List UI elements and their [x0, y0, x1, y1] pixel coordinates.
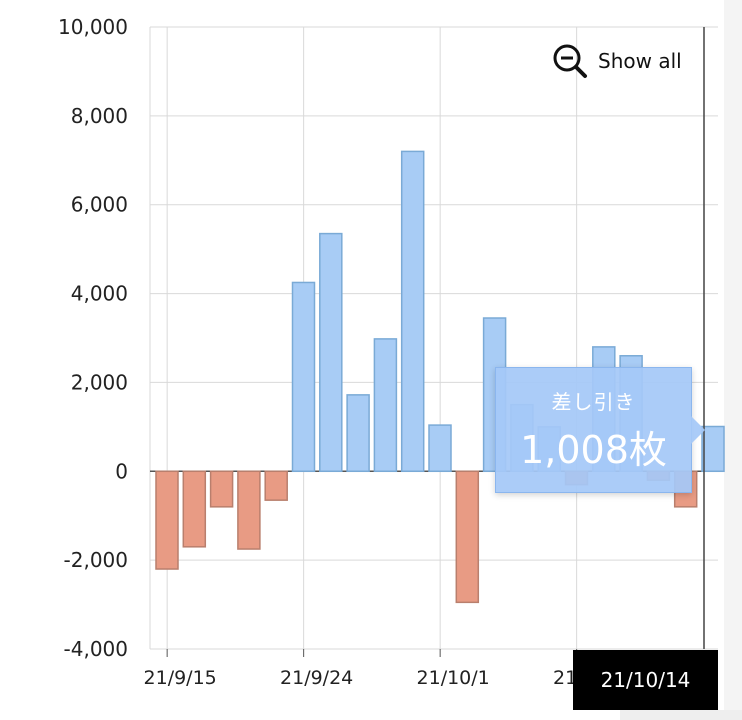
- right-edge-panel: [724, 0, 742, 720]
- chart-bar: [182, 470, 207, 548]
- x-tick-label: 21/10/1: [417, 667, 490, 689]
- show-all-label: Show all: [598, 49, 682, 73]
- chart-grid: [149, 26, 718, 657]
- y-axis-ticks: 10,000 8,000 6,000 4,000 2,000 0 -2,000 -4,000: [58, 15, 128, 661]
- tooltip-arrow: [691, 416, 705, 444]
- tooltip-value: 1,008枚: [520, 428, 667, 472]
- chart-bar: [291, 281, 316, 473]
- scroll-strip: [620, 710, 742, 720]
- chart-bar: [209, 470, 234, 508]
- y-tick-label: -4,000: [64, 637, 128, 661]
- y-tick-label: -2,000: [64, 548, 128, 572]
- zoom-out-icon: [553, 44, 587, 78]
- chart-bar: [237, 470, 261, 550]
- chart-bar: [373, 338, 398, 473]
- y-tick-label: 0: [115, 459, 128, 483]
- x-tick-label: 21/9/24: [280, 667, 353, 689]
- chart-bar: [346, 394, 370, 473]
- y-tick-label: 6,000: [71, 193, 128, 217]
- chart-bar: [428, 424, 452, 473]
- y-tick-label: 10,000: [58, 15, 128, 39]
- y-tick-label: 8,000: [71, 104, 128, 128]
- tooltip-label: 差し引き: [551, 390, 636, 414]
- y-tick-label: 2,000: [71, 370, 128, 394]
- chart-bar: [155, 470, 179, 570]
- chart-bar: [400, 150, 425, 473]
- chart-bar: [701, 425, 725, 473]
- chart-bar: [264, 470, 288, 501]
- chart-bar: [455, 470, 480, 604]
- show-all-button[interactable]: Show all: [552, 44, 682, 78]
- chart-bar: [319, 232, 343, 473]
- y-tick-label: 4,000: [71, 282, 128, 306]
- crosshair-date-label: 21/10/14: [573, 650, 718, 710]
- value-tooltip: 差し引き 1,008枚: [495, 367, 705, 493]
- x-tick-label: 21/9/15: [144, 667, 217, 689]
